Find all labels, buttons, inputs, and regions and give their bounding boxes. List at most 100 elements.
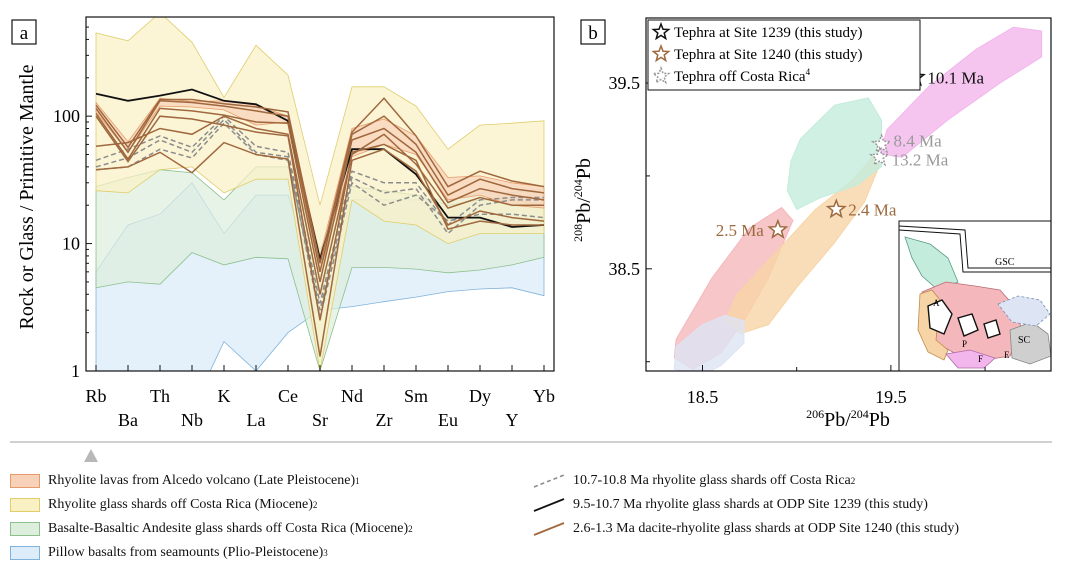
- xtick-label-Sr: Sr: [312, 410, 328, 430]
- panel-b-ylabel: 208Pb/204Pb: [571, 158, 595, 242]
- star-icon: [651, 65, 671, 85]
- point-label: 13.2 Ma: [892, 150, 949, 169]
- panel-b-legend: Tephra at Site 1239 (this study) Tephra a…: [651, 21, 863, 85]
- point-label: 2.5 Ma: [716, 221, 765, 240]
- star-icon: [767, 218, 789, 239]
- series-0-line-1: [95, 115, 544, 304]
- legend-text: 9.5-10.7 Ma rhyolite glass shards at ODP…: [573, 497, 928, 512]
- legend-item-pillow-basalts: Pillow basalts from seamounts (Plio-Plei…: [10, 541, 413, 565]
- xtick-label-Nb: Nb: [181, 410, 203, 430]
- panel-b-label-box: [580, 19, 606, 45]
- xtick-label-Dy: Dy: [469, 386, 491, 406]
- legend-ref: 4: [806, 67, 811, 77]
- xtick-label-Sm: Sm: [404, 386, 428, 406]
- inset-field-magenta: [945, 349, 996, 369]
- triangle-marker-icon: [84, 449, 98, 462]
- star-icon: [651, 43, 671, 63]
- panel-a: 1 10 100 Rb Ba Th Nb K La Ce Sr Nd Zr Sm Eu Dy Y Yb a Roc…: [11, 16, 555, 462]
- panel-a-label-box: [11, 19, 37, 45]
- xtick-label-Rb: Rb: [85, 386, 106, 406]
- xtick-label-Yb: Yb: [533, 386, 555, 406]
- xtick-label-K: K: [218, 386, 231, 406]
- xtick-label-Zr: Zr: [376, 410, 393, 430]
- legend-swatch: [10, 522, 40, 536]
- inset-label-sc: SC: [1018, 335, 1031, 346]
- legend-swatch: [10, 498, 40, 512]
- star-icon: [870, 133, 893, 154]
- legend-text: Rhyolite glass shards off Costa Rica (Mi…: [48, 497, 313, 512]
- legend-text: Basalte-Basaltic Andesite glass shards o…: [48, 521, 409, 536]
- legend-line-black: [533, 498, 565, 512]
- legend-item-dashed-costa-rica: 10.7-10.8 Ma rhyolite glass shards off C…: [533, 469, 959, 493]
- xtick-label-Ce: Ce: [278, 386, 298, 406]
- inset-label-a: A: [933, 298, 940, 308]
- inset-ridge-line-2: [898, 225, 1051, 269]
- legend-item-basaltic-andesite: Basalte-Basaltic Andesite glass shards o…: [10, 517, 413, 541]
- panel-a-ylabel: Rock or Glass / Primitive Mantle: [16, 64, 38, 329]
- series-2-line-4: [95, 141, 545, 357]
- field-3: [879, 26, 1043, 158]
- panel-b-label: b: [588, 23, 598, 44]
- series-2-line-2: [95, 107, 545, 283]
- inset-field-blue: [997, 295, 1051, 327]
- legend-swatch: [10, 474, 40, 488]
- point-label: 10.1 Ma: [927, 68, 984, 87]
- panel-a-lines: [95, 88, 545, 357]
- ytick-label: 10: [62, 234, 80, 254]
- legend-entry: Tephra at Site 1240 (this study): [674, 47, 863, 63]
- inset-ridge-line: [898, 229, 1051, 273]
- bottom-legend-right: 10.7-10.8 Ma rhyolite glass shards off C…: [533, 469, 959, 541]
- legend-text: 10.7-10.8 Ma rhyolite glass shards off C…: [573, 473, 851, 488]
- legend-item-alcedo: Rhyolite lavas from Alcedo volcano (Late…: [10, 469, 413, 493]
- legend-line-dashed: [533, 474, 565, 488]
- inset-label-p: P: [962, 339, 967, 349]
- series-2-line-1: [95, 100, 545, 272]
- panel-b-legend-box: [647, 19, 921, 91]
- xtick-label-Nd: Nd: [341, 386, 363, 406]
- legend-text: Pillow basalts from seamounts (Plio-Plei…: [48, 545, 324, 560]
- xtick-label-Ba: Ba: [118, 410, 138, 430]
- inset-island-east: [983, 319, 1001, 339]
- legend-item-site-1240: 2.6-1.3 Ma dacite-rhyolite glass shards …: [533, 517, 959, 541]
- panel-b-xlabel: 206Pb/204Pb: [806, 407, 890, 431]
- field-4: [673, 314, 745, 371]
- legend-line-brown: [533, 522, 565, 536]
- series-2-line-3: [95, 115, 544, 295]
- legend-item-site-1239: 9.5-10.7 Ma rhyolite glass shards at ODP…: [533, 493, 959, 517]
- panel-a-label: a: [20, 23, 29, 44]
- inset-map: GSC SC A P F E: [898, 220, 1052, 372]
- legend-text: Rhyolite lavas from Alcedo volcano (Late…: [48, 473, 356, 488]
- star-icon: [868, 146, 891, 167]
- xtick-label: 19.5: [875, 387, 907, 407]
- ytick-label: 39.5: [609, 73, 641, 93]
- legend-item-rhyolite-costa-rica: Rhyolite glass shards off Costa Rica (Mi…: [10, 493, 413, 517]
- panel-a-axes: 1 10 100 Rb Ba Th Nb K La Ce Sr Nd Zr Sm Eu Dy Y Yb: [53, 16, 555, 430]
- panel-b-axes: 18.5 19.5 38.5 39.5: [609, 73, 986, 407]
- star-icon: [651, 21, 671, 41]
- panel-a-bands: [95, 17, 545, 371]
- ytick-label: 38.5: [609, 259, 641, 279]
- series-2-line-0: [95, 97, 545, 264]
- xtick-label: 18.5: [687, 387, 719, 407]
- point-label: 2.4 Ma: [848, 200, 897, 219]
- series-0-line-0: [95, 122, 544, 311]
- series-1-line-0: [95, 88, 545, 264]
- legend-entry: Tephra at Site 1239 (this study): [674, 25, 863, 41]
- inset-label-gsc: GSC: [995, 257, 1015, 268]
- inset-label-f: F: [978, 354, 983, 364]
- xtick-label-La: La: [247, 410, 266, 430]
- star-icon: [825, 198, 847, 219]
- xtick-label-Y: Y: [506, 410, 519, 430]
- ytick-label: 1: [71, 361, 80, 381]
- xtick-label-Eu: Eu: [438, 410, 458, 430]
- ytick-label: 100: [53, 106, 80, 126]
- inset-island-isabela: [927, 299, 953, 335]
- xtick-label-Th: Th: [150, 386, 170, 406]
- inset-label-e: E: [1004, 350, 1010, 360]
- field-2: [786, 97, 882, 210]
- bottom-legend-left: Rhyolite lavas from Alcedo volcano (Late…: [10, 469, 413, 565]
- panel-b-fields: [673, 26, 1043, 371]
- legend-entry: Tephra off Costa Rica4: [674, 67, 811, 85]
